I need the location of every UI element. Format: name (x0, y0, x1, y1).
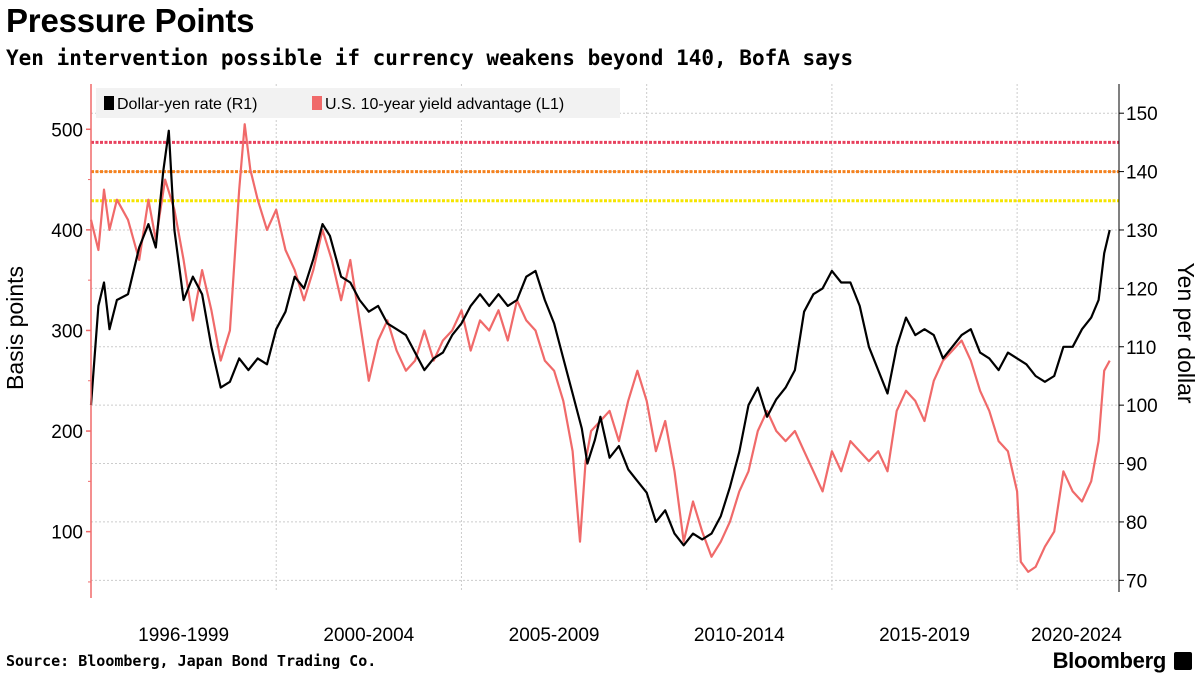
source-note: Source: Bloomberg, Japan Bond Trading Co… (6, 652, 377, 670)
series-line-dollar-yen (89, 129, 1111, 547)
series-lines (89, 123, 1111, 573)
x-axis-tick-label: 2010-2014 (694, 625, 785, 646)
right-axis-tick-label: 150 (1126, 104, 1158, 125)
right-axis-tick-label: 80 (1126, 513, 1147, 534)
right-axis-tick-label: 70 (1126, 571, 1147, 592)
right-axis-tick-label: 130 (1126, 221, 1158, 242)
legend: Dollar-yen rate (R1) U.S. 10-year yield a… (96, 88, 620, 118)
series-line-yield-advantage (89, 123, 1111, 573)
right-axis-tick-label: 140 (1126, 163, 1158, 184)
grid-lines (91, 84, 1119, 592)
x-axis-tick-label: 2005-2009 (509, 625, 600, 646)
right-axis-title: Yen per dollar (1173, 262, 1199, 403)
reference-lines (91, 140, 1119, 203)
axes: 100 200 300 400 500 70 80 90 100 110 120 130 140 150 B… (2, 84, 1199, 646)
x-axis-tick-label: 1996-1999 (138, 625, 229, 646)
left-axis-tick-label: 100 (51, 523, 83, 544)
right-axis-tick-label: 100 (1126, 396, 1158, 417)
legend-background (96, 88, 620, 118)
chart-subtitle: Yen intervention possible if currency we… (6, 46, 854, 70)
bloomberg-terminal-icon (1174, 652, 1192, 670)
x-axis-tick-label: 2020-2024 (1031, 625, 1122, 646)
bloomberg-logo: Bloomberg (1052, 648, 1167, 673)
left-axis-tick-label: 400 (51, 221, 83, 242)
x-axis-tick-label: 2000-2004 (323, 625, 414, 646)
x-axis-tick-label: 2015-2019 (879, 625, 970, 646)
left-axis-title: Basis points (2, 266, 28, 390)
right-axis-tick-label: 120 (1126, 279, 1158, 300)
legend-swatch (312, 96, 322, 110)
legend-swatch (104, 96, 114, 110)
legend-label: Dollar-yen rate (R1) (117, 96, 257, 113)
left-axis-tick-label: 200 (51, 422, 83, 443)
left-axis-tick-label: 500 (51, 120, 83, 141)
right-axis-tick-label: 90 (1126, 455, 1147, 476)
legend-label: U.S. 10-year yield advantage (L1) (325, 96, 564, 113)
chart-title: Pressure Points (6, 2, 255, 39)
left-axis-tick-label: 300 (51, 321, 83, 342)
right-axis-tick-label: 110 (1126, 338, 1156, 359)
